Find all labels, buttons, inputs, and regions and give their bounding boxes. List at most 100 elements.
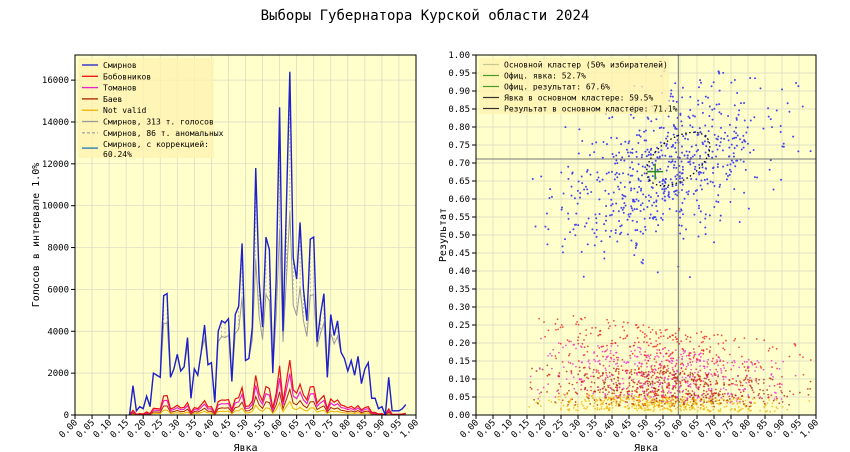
scatter-point-low: [632, 378, 635, 381]
scatter-point-low: [558, 383, 561, 385]
scatter-point-low: [667, 367, 670, 370]
scatter-point-low: [594, 326, 597, 329]
scatter-point-main: [697, 204, 700, 207]
scatter-point-low: [633, 407, 636, 410]
scatter-point-main: [703, 178, 706, 181]
scatter-point-low: [687, 374, 690, 377]
scatter-point-main: [689, 124, 692, 127]
scatter-point-low: [615, 396, 618, 398]
scatter-point-low: [653, 371, 656, 374]
scatter-point-low: [683, 378, 686, 381]
scatter-point-main: [711, 125, 714, 128]
scatter-point-main: [681, 86, 684, 89]
scatter-point-low: [594, 407, 597, 410]
scatter-point-main: [687, 193, 690, 196]
scatter-point-low: [652, 395, 655, 398]
scatter-point-main: [699, 131, 702, 134]
scatter-point-low: [762, 378, 765, 381]
scatter-point-main: [658, 127, 661, 130]
scatter-point-low: [630, 373, 633, 376]
scatter-point-low: [633, 398, 636, 401]
scatter-point-low: [568, 382, 571, 385]
scatter-point-low: [713, 362, 716, 365]
scatter-point-main: [564, 238, 567, 241]
scatter-point-main: [671, 181, 674, 184]
scatter-point-low: [778, 402, 781, 405]
scatter-point-low: [657, 394, 660, 397]
scatter-point-main: [699, 79, 702, 82]
scatter-point-low: [636, 383, 639, 386]
scatter-point-low: [686, 335, 689, 338]
scatter-point-low: [687, 362, 689, 365]
scatter-point-main: [678, 175, 681, 178]
scatter-point-low: [611, 342, 614, 345]
scatter-point-low: [647, 388, 650, 391]
scatter-point-low: [679, 363, 682, 366]
scatter-point-low: [567, 408, 569, 411]
scatter-point-low: [694, 376, 696, 378]
scatter-point-low: [628, 384, 631, 387]
scatter-point-low: [588, 366, 591, 368]
scatter-point-main: [605, 172, 608, 175]
scatter-point-low: [661, 382, 664, 385]
scatter-point-low: [580, 400, 583, 403]
scatter-point-main: [595, 235, 598, 238]
scatter-point-main: [562, 192, 565, 195]
x-tick-label: 0.40: [194, 418, 216, 440]
scatter-point-low: [739, 400, 741, 403]
scatter-point-low: [723, 348, 726, 351]
scatter-point-low: [632, 403, 635, 405]
scatter-point-low: [626, 334, 629, 337]
scatter-point-main: [718, 111, 721, 114]
scatter-point-low: [556, 390, 558, 393]
scatter-point-low: [639, 329, 642, 332]
scatter-point-low: [529, 381, 532, 384]
scatter-point-low: [702, 393, 705, 395]
scatter-point-low: [604, 377, 607, 379]
scatter-point-low: [775, 406, 778, 409]
scatter-point-low: [726, 393, 729, 396]
scatter-point-low: [662, 400, 665, 403]
scatter-point-low: [646, 393, 649, 396]
scatter-point-main: [650, 120, 653, 123]
scatter-point-low: [703, 383, 706, 386]
scatter-point-low: [708, 397, 711, 400]
scatter-point-low: [580, 378, 583, 380]
scatter-point-main: [583, 188, 586, 191]
scatter-point-main: [697, 86, 700, 89]
scatter-point-low: [748, 405, 751, 408]
scatter-point-main: [674, 160, 677, 163]
scatter-point-main: [615, 171, 618, 174]
scatter-point-low: [639, 348, 642, 350]
scatter-point-main: [665, 137, 668, 140]
scatter-point-low: [649, 354, 652, 356]
scatter-point-low: [628, 372, 631, 374]
scatter-point-main: [717, 201, 720, 204]
scatter-point-main: [570, 185, 573, 188]
scatter-point-low: [644, 333, 646, 335]
x-tick-label: 0.75: [714, 418, 736, 440]
scatter-point-low: [626, 321, 629, 324]
legend-box: [78, 58, 214, 158]
scatter-point-low: [687, 354, 690, 357]
scatter-point-main: [655, 192, 658, 195]
scatter-point-low: [593, 358, 595, 361]
scatter-point-main: [624, 140, 627, 143]
scatter-point-low: [693, 351, 696, 354]
scatter-point-low: [674, 372, 677, 375]
scatter-point-low: [609, 386, 612, 389]
scatter-point-low: [679, 382, 682, 385]
scatter-point-main: [661, 197, 664, 200]
scatter-point-main: [598, 213, 601, 216]
scatter-point-low: [688, 404, 690, 407]
scatter-point-low: [577, 360, 580, 362]
scatter-point-main: [680, 172, 683, 175]
scatter-point-main: [719, 219, 722, 222]
scatter-point-low: [690, 364, 693, 366]
x-axis-label: Явка: [233, 443, 257, 452]
scatter-point-low: [664, 394, 667, 397]
scatter-point-main: [730, 81, 733, 84]
scatter-point-low: [662, 367, 665, 370]
scatter-point-low: [705, 348, 708, 351]
scatter-point-low: [763, 392, 765, 395]
